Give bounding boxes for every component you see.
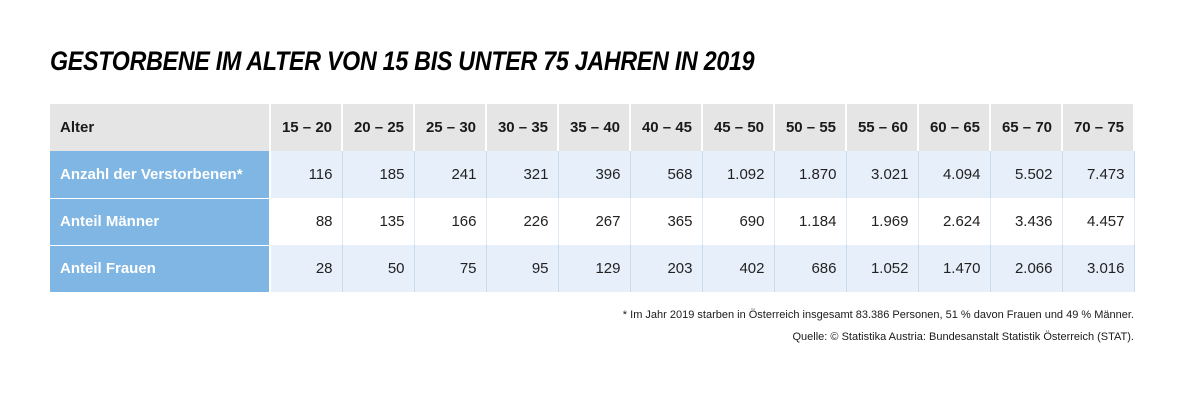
table-cell: 129: [558, 245, 631, 292]
table-cell: 690: [702, 198, 775, 245]
column-header: 70 – 75: [1062, 104, 1135, 151]
table-cell: 2.624: [918, 198, 991, 245]
header-label: Alter: [50, 104, 271, 151]
column-header: 45 – 50: [702, 104, 775, 151]
table-cell: 365: [630, 198, 703, 245]
table-cell: 28: [270, 245, 343, 292]
table-cell: 3.436: [990, 198, 1063, 245]
table-header-row: Alter 15 – 20 20 – 25 25 – 30 30 – 35 35…: [50, 104, 1135, 151]
table-row-total: Anzahl der Verstorbenen* 116 185 241 321…: [50, 151, 1135, 199]
table-cell: 75: [414, 245, 487, 292]
table-cell: 3.021: [846, 151, 919, 198]
table-row-men: Anteil Männer 88 135 166 226 267 365 690…: [50, 198, 1135, 246]
table-cell: 7.473: [1062, 151, 1135, 198]
table-cell: 5.502: [990, 151, 1063, 198]
column-header: 55 – 60: [846, 104, 919, 151]
table-cell: 1.470: [918, 245, 991, 292]
table-cell: 50: [342, 245, 415, 292]
row-label: Anteil Männer: [50, 198, 271, 246]
table-cell: 116: [270, 151, 343, 198]
page-title: GESTORBENE IM ALTER VON 15 BIS UNTER 75 …: [50, 46, 755, 76]
column-header: 65 – 70: [990, 104, 1063, 151]
table-cell: 4.094: [918, 151, 991, 198]
column-header: 35 – 40: [558, 104, 631, 151]
row-label: Anteil Frauen: [50, 245, 271, 293]
source-note: Quelle: © Statistika Austria: Bundesanst…: [792, 331, 1135, 343]
footnote: * Im Jahr 2019 starben in Österreich ins…: [622, 309, 1134, 321]
table-cell: 3.016: [1062, 245, 1135, 292]
table-cell: 686: [774, 245, 847, 292]
table-cell: 185: [342, 151, 415, 198]
column-header: 15 – 20: [270, 104, 343, 151]
table-cell: 226: [486, 198, 559, 245]
table-cell: 396: [558, 151, 631, 198]
table-cell: 241: [414, 151, 487, 198]
column-header: 40 – 45: [630, 104, 703, 151]
column-header: 25 – 30: [414, 104, 487, 151]
table-cell: 2.066: [990, 245, 1063, 292]
table-cell: 95: [486, 245, 559, 292]
table-cell: 1.184: [774, 198, 847, 245]
column-header: 20 – 25: [342, 104, 415, 151]
table-cell: 1.870: [774, 151, 847, 198]
column-header: 30 – 35: [486, 104, 559, 151]
table-cell: 1.969: [846, 198, 919, 245]
table-row-women: Anteil Frauen 28 50 75 95 129 203 402 68…: [50, 245, 1135, 293]
column-header: 50 – 55: [774, 104, 847, 151]
row-label: Anzahl der Verstorbenen*: [50, 151, 271, 199]
table-cell: 1.092: [702, 151, 775, 198]
table-cell: 88: [270, 198, 343, 245]
table-cell: 568: [630, 151, 703, 198]
table-cell: 166: [414, 198, 487, 245]
table-cell: 135: [342, 198, 415, 245]
mortality-table: Alter 15 – 20 20 – 25 25 – 30 30 – 35 35…: [50, 104, 1135, 293]
table-cell: 1.052: [846, 245, 919, 292]
table-cell: 4.457: [1062, 198, 1135, 245]
table-cell: 402: [702, 245, 775, 292]
column-header: 60 – 65: [918, 104, 991, 151]
table-cell: 203: [630, 245, 703, 292]
table-cell: 267: [558, 198, 631, 245]
table-cell: 321: [486, 151, 559, 198]
